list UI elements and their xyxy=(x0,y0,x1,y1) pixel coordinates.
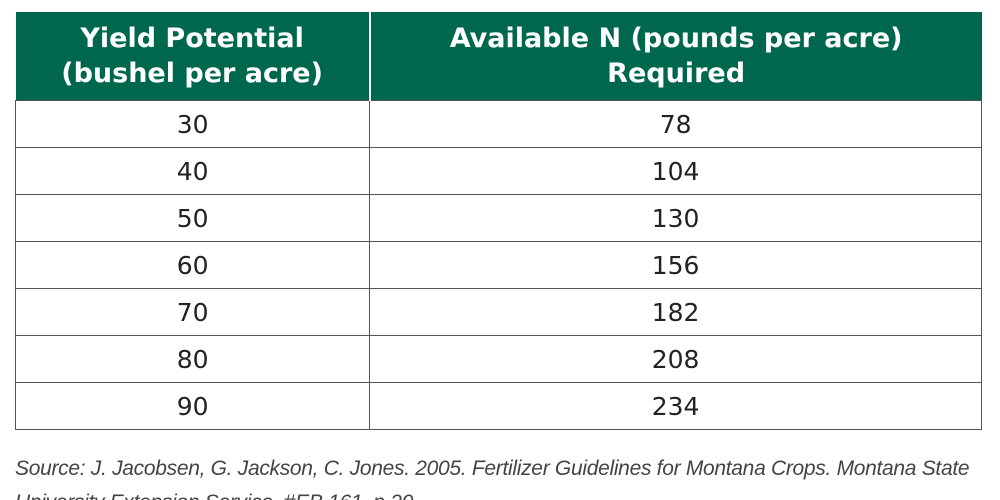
header-cell: Available N (pounds per acre) Required xyxy=(368,12,982,101)
nitrogen-cell: 234 xyxy=(369,382,982,430)
table-body: 30 78 40 104 50 130 60 156 70 182 80 208 90 234 xyxy=(14,100,982,430)
yield-cell: 80 xyxy=(14,335,371,383)
table-row: 50 130 xyxy=(14,194,982,242)
yield-cell: 70 xyxy=(14,288,371,336)
table-row: 40 104 xyxy=(14,147,982,195)
nitrogen-cell: 130 xyxy=(369,194,982,242)
table-row: 90 234 xyxy=(14,382,982,430)
yield-cell: 30 xyxy=(14,100,371,148)
nitrogen-table: Yield Potential (bushel per acre) Availabl… xyxy=(14,12,982,430)
nitrogen-cell: 78 xyxy=(369,100,982,148)
source-note: Source: J. Jacobsen, G. Jackson, C. Jone… xyxy=(15,457,970,500)
header-line: Yield Potential xyxy=(80,23,304,54)
header-line: (bushel per acre) xyxy=(61,58,323,89)
nitrogen-cell: 208 xyxy=(369,335,982,383)
yield-cell: 50 xyxy=(14,194,371,242)
table-header: Yield Potential (bushel per acre) Availabl… xyxy=(15,12,982,101)
header-cell: Yield Potential (bushel per acre) xyxy=(15,12,370,101)
yield-cell: 60 xyxy=(14,241,371,289)
nitrogen-cell: 182 xyxy=(369,288,982,336)
yield-cell: 90 xyxy=(14,382,371,430)
header-line: Available N (pounds per acre) xyxy=(449,23,903,54)
yield-cell: 40 xyxy=(14,147,371,195)
table-row: 80 208 xyxy=(14,335,982,383)
table-row: 60 156 xyxy=(14,241,982,289)
nitrogen-cell: 104 xyxy=(369,147,982,195)
header-row: Yield Potential (bushel per acre) Availabl… xyxy=(15,12,982,101)
table-row: 70 182 xyxy=(14,288,982,336)
table-row: 30 78 xyxy=(14,100,982,148)
header-line: Required xyxy=(607,58,746,89)
nitrogen-cell: 156 xyxy=(369,241,982,289)
